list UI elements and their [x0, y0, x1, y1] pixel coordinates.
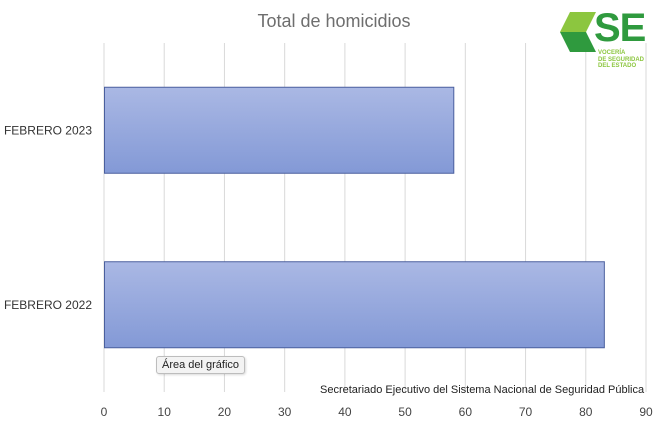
chart-area-tooltip: Área del gráfico — [156, 356, 246, 374]
x-tick-label: 40 — [338, 405, 352, 419]
x-tick-label: 20 — [218, 405, 232, 419]
x-tick-label: 10 — [158, 405, 172, 419]
bar[interactable] — [104, 86, 455, 174]
x-tick-label: 0 — [101, 405, 108, 419]
x-tick-label: 30 — [278, 405, 292, 419]
y-category-label: FEBRERO 2022 — [4, 298, 92, 312]
x-tick-label: 80 — [579, 405, 593, 419]
x-tick-label: 60 — [459, 405, 473, 419]
x-tick-label: 70 — [519, 405, 533, 419]
x-tick-label: 90 — [639, 405, 653, 419]
logo-subtext: VOCERÍA DE SEGURIDAD DEL ESTADO — [598, 50, 645, 69]
chart-title: Total de homicidios — [257, 11, 411, 31]
bar[interactable] — [104, 261, 605, 349]
source-note: Secretariado Ejecutivo del Sistema Nacio… — [320, 384, 645, 396]
y-category-label: FEBRERO 2023 — [4, 123, 92, 137]
x-tick-label: 50 — [398, 405, 412, 419]
logo-text: SE — [594, 6, 646, 50]
logo-chevron-icon — [560, 12, 596, 52]
logo: SE VOCERÍA DE SEGURIDAD DEL ESTADO — [560, 6, 656, 74]
